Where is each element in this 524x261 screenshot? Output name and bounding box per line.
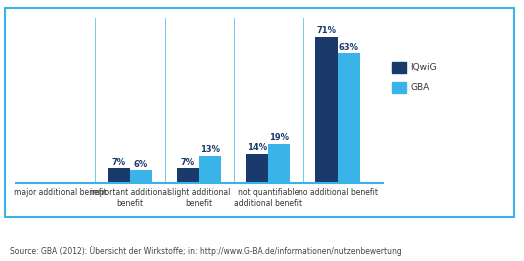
Bar: [108, 168, 130, 183]
Bar: [199, 156, 221, 183]
Text: 6%: 6%: [134, 160, 148, 169]
Text: 63%: 63%: [339, 43, 358, 52]
Text: 7%: 7%: [181, 158, 195, 167]
Bar: [246, 154, 268, 183]
Bar: [268, 144, 290, 183]
Bar: [315, 37, 337, 183]
Bar: [337, 53, 359, 183]
Text: 7%: 7%: [112, 158, 126, 167]
Text: Source: GBA (2012): Übersicht der Wirkstoffe; in: http://www.G-BA.de/information: Source: GBA (2012): Übersicht der Wirkst…: [10, 246, 402, 256]
Bar: [177, 168, 199, 183]
Text: 14%: 14%: [247, 143, 267, 152]
Text: 71%: 71%: [316, 26, 336, 35]
Legend: IQwiG, GBA: IQwiG, GBA: [392, 62, 437, 93]
Text: 13%: 13%: [200, 145, 220, 154]
Bar: [130, 170, 152, 183]
Text: 19%: 19%: [269, 133, 289, 142]
